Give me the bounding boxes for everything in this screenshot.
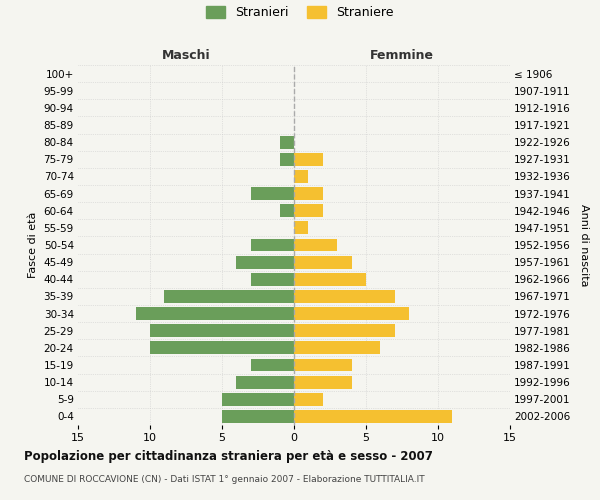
Bar bbox=[294, 410, 452, 423]
Legend: Stranieri, Straniere: Stranieri, Straniere bbox=[206, 6, 394, 19]
Y-axis label: Anni di nascita: Anni di nascita bbox=[579, 204, 589, 286]
Bar bbox=[294, 376, 352, 388]
Bar bbox=[294, 290, 395, 303]
Bar bbox=[294, 187, 323, 200]
Bar bbox=[236, 256, 294, 268]
Bar bbox=[294, 256, 352, 268]
Bar bbox=[136, 307, 294, 320]
Bar bbox=[251, 358, 294, 372]
Bar bbox=[150, 324, 294, 337]
Bar bbox=[280, 153, 294, 166]
Bar bbox=[280, 204, 294, 217]
Bar bbox=[280, 136, 294, 148]
Bar bbox=[251, 187, 294, 200]
Text: COMUNE DI ROCCAVIONE (CN) - Dati ISTAT 1° gennaio 2007 - Elaborazione TUTTITALIA: COMUNE DI ROCCAVIONE (CN) - Dati ISTAT 1… bbox=[24, 475, 425, 484]
Bar bbox=[294, 307, 409, 320]
Bar bbox=[251, 273, 294, 285]
Bar bbox=[294, 153, 323, 166]
Bar bbox=[150, 342, 294, 354]
Bar bbox=[222, 410, 294, 423]
Text: Maschi: Maschi bbox=[161, 48, 211, 62]
Text: Popolazione per cittadinanza straniera per età e sesso - 2007: Popolazione per cittadinanza straniera p… bbox=[24, 450, 433, 463]
Text: Femmine: Femmine bbox=[370, 48, 434, 62]
Bar bbox=[294, 222, 308, 234]
Bar bbox=[294, 170, 308, 183]
Bar bbox=[164, 290, 294, 303]
Y-axis label: Fasce di età: Fasce di età bbox=[28, 212, 38, 278]
Bar bbox=[294, 273, 366, 285]
Bar bbox=[294, 238, 337, 252]
Bar bbox=[294, 324, 395, 337]
Bar bbox=[236, 376, 294, 388]
Bar bbox=[222, 393, 294, 406]
Bar bbox=[251, 238, 294, 252]
Bar bbox=[294, 358, 352, 372]
Bar bbox=[294, 204, 323, 217]
Bar bbox=[294, 342, 380, 354]
Bar bbox=[294, 393, 323, 406]
